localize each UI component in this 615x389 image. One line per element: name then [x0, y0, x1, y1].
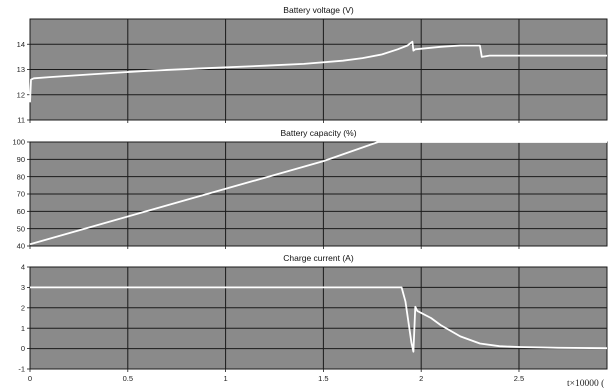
y-tick-label: 60	[17, 207, 25, 216]
x-tick-label: 2	[419, 374, 423, 383]
series-line	[30, 286, 608, 353]
chart-2: 40 50 60 70 80 90 100 Battery capacity (%)	[12, 128, 608, 251]
x-tick-label: 0.5	[123, 374, 133, 383]
y-tick-label: 70	[17, 190, 25, 199]
chart-title: Charge current (A)	[283, 253, 354, 263]
y-tick-label: 12	[17, 90, 25, 99]
y-tick-label: 0	[21, 344, 25, 353]
x-tick-label: 1	[224, 374, 228, 383]
y-tick-label: 80	[17, 172, 25, 181]
y-tick-label: 2	[21, 303, 25, 312]
y-tick-label: -1	[18, 365, 25, 374]
y-tick-label: 4	[21, 263, 25, 272]
plot-background	[30, 267, 607, 369]
series-line	[29, 141, 607, 246]
chart-title: Battery capacity (%)	[280, 128, 356, 138]
y-tick-label: 3	[21, 283, 25, 292]
y-tick-label: 11	[17, 116, 25, 125]
x-tick-label: 2.5	[514, 374, 524, 383]
plot-frame	[29, 266, 608, 370]
y-tick-label: 1	[21, 324, 25, 333]
y-tick-label: 50	[17, 224, 25, 233]
y-tick-label: 100	[12, 138, 25, 147]
chart-title: Battery voltage (V)	[283, 5, 354, 15]
y-tick-label: 40	[17, 242, 25, 251]
y-tick-label: 13	[17, 65, 25, 74]
x-axis-label: t×10000 (	[567, 378, 604, 389]
y-tick-label: 90	[17, 155, 25, 164]
series-line	[29, 40, 607, 103]
y-tick-label: 14	[17, 40, 25, 49]
plot-frame	[29, 18, 608, 121]
x-tick-label: 0	[28, 374, 32, 383]
chart-1: 11 12 13 14 Battery voltage (V)	[17, 5, 608, 125]
x-tick-label: 1.5	[318, 374, 328, 383]
plot-frame	[29, 141, 608, 247]
